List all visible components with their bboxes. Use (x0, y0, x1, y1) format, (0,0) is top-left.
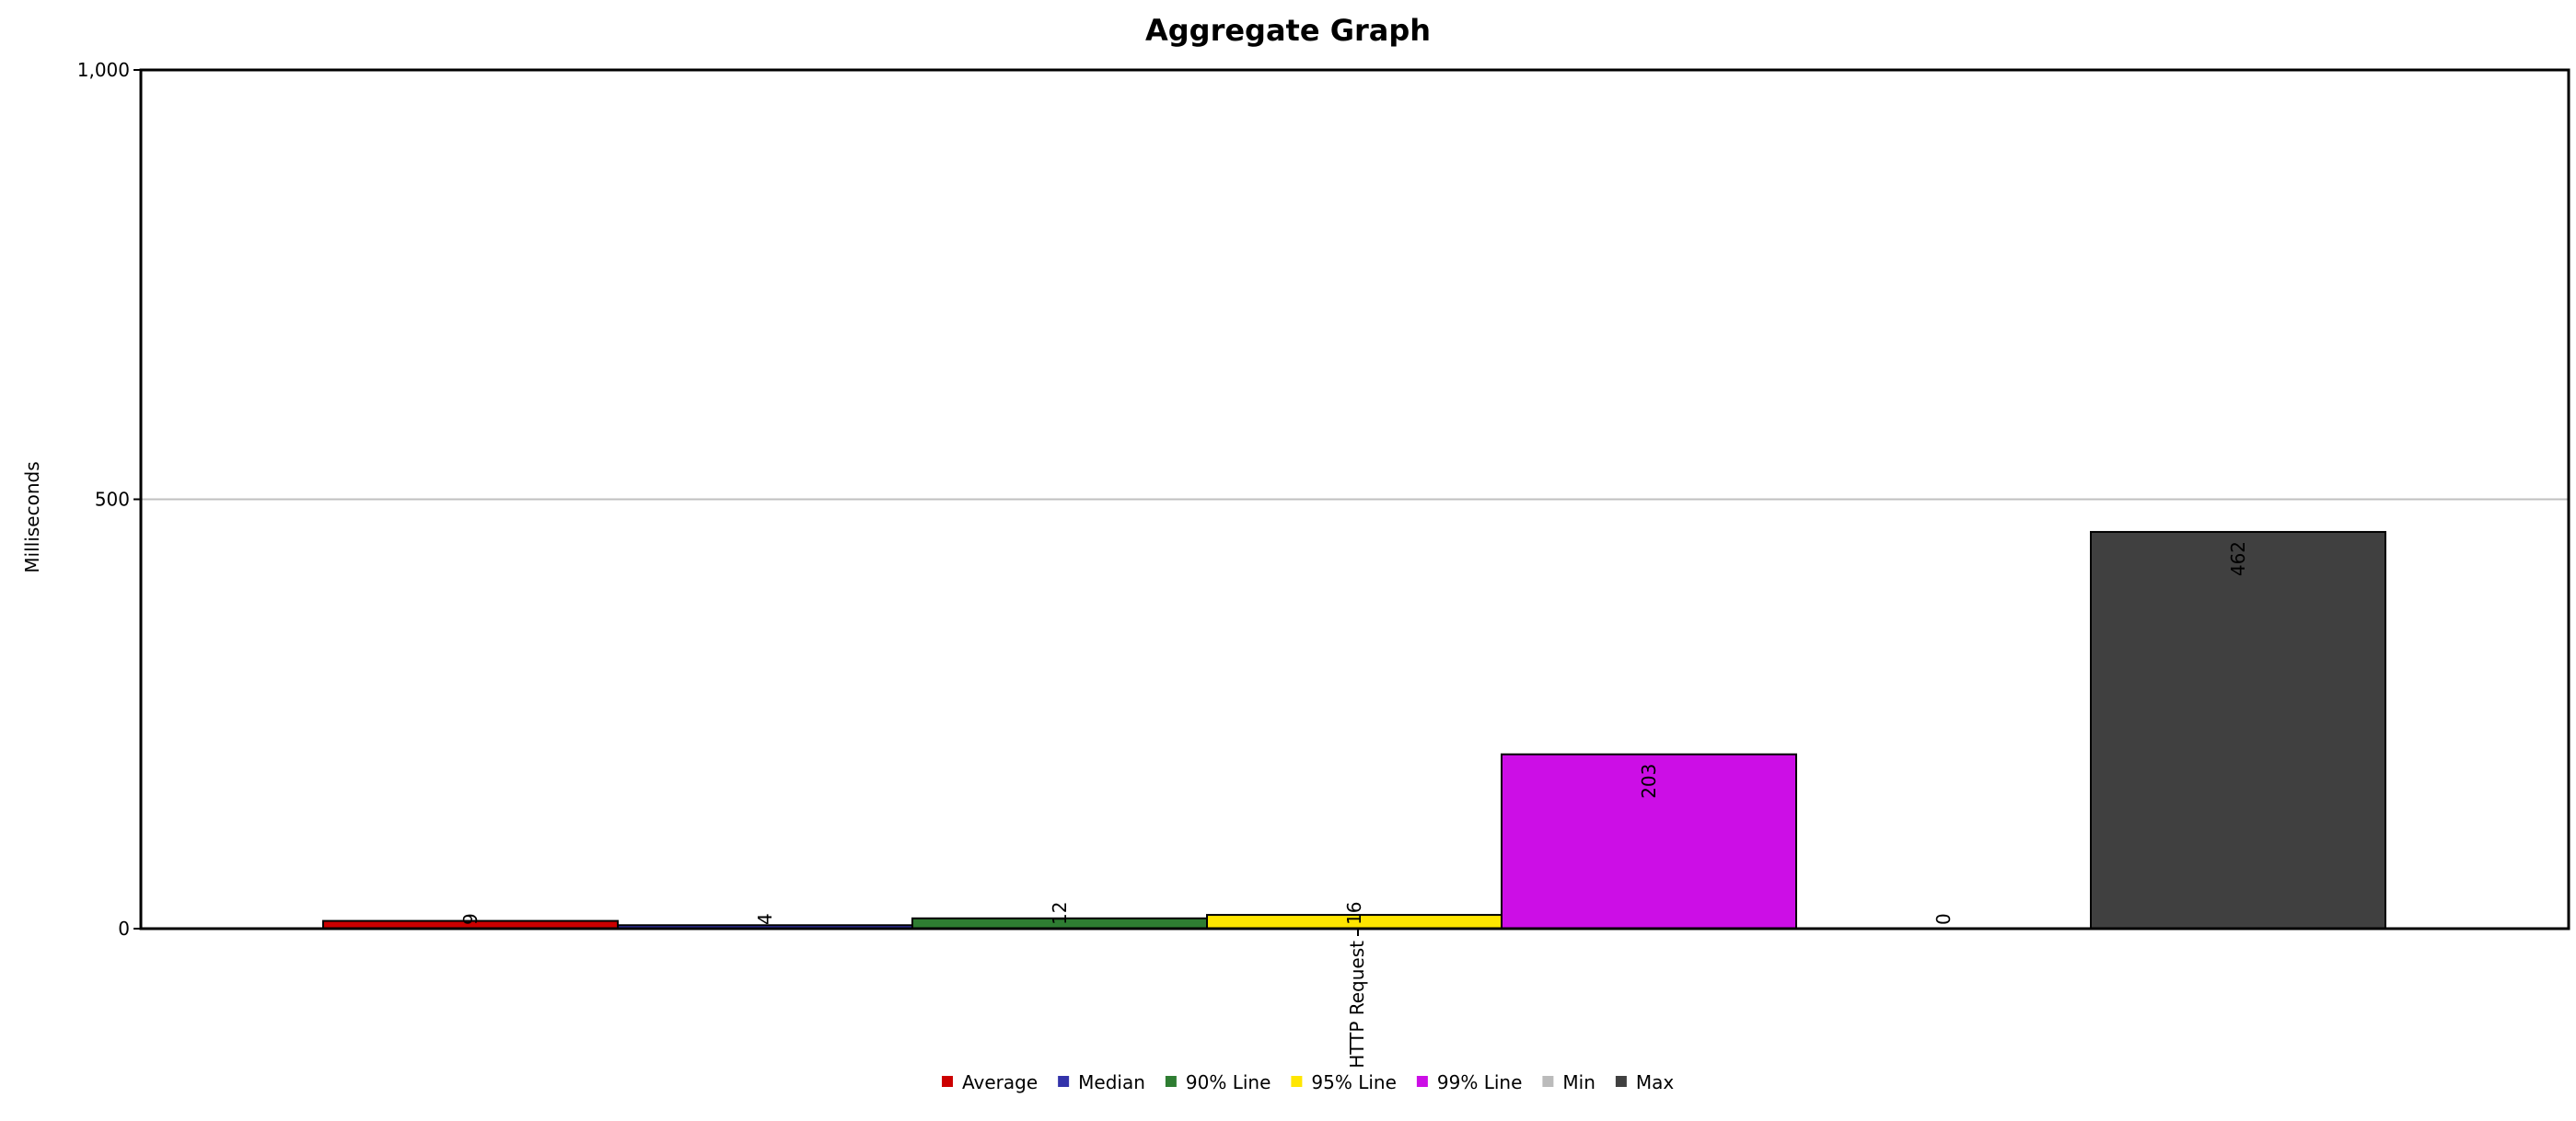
bar-value-label-median: 4 (754, 913, 776, 925)
legend-swatch (1615, 1076, 1627, 1087)
y-axis-label: Milliseconds (21, 461, 43, 572)
y-tick-label: 1,000 (77, 59, 130, 81)
legend-swatch (942, 1076, 953, 1087)
legend: Average Median 90% Line 95% Line 99% Line Min… (942, 1071, 1674, 1093)
bar-value-label-average: 9 (459, 913, 482, 925)
bar-value-label-95-line: 16 (1343, 902, 1365, 925)
y-axis-ticks: 0 500 1,000 (77, 59, 141, 940)
legend-item-99-line: 99% Line (1416, 1071, 1523, 1093)
legend-item-max: Max (1615, 1071, 1675, 1093)
legend-label: Min (1562, 1071, 1595, 1093)
legend-swatch (1542, 1076, 1554, 1087)
legend-label: Average (962, 1071, 1038, 1093)
bar-value-label-min: 0 (1932, 913, 1955, 925)
legend-label: Max (1636, 1071, 1675, 1093)
bar-value-label-99-line: 203 (1638, 764, 1660, 799)
legend-label: Median (1078, 1071, 1145, 1093)
legend-swatch (1165, 1076, 1177, 1087)
legend-label: 90% Line (1186, 1071, 1271, 1093)
legend-item-95-line: 95% Line (1291, 1071, 1397, 1093)
bars (322, 530, 2386, 930)
legend-label: 95% Line (1311, 1071, 1397, 1093)
y-tick-label: 0 (118, 918, 130, 940)
bar-max (2090, 530, 2386, 930)
bar-99-line (1501, 753, 1797, 930)
legend-swatch (1058, 1076, 1070, 1087)
y-tick-label: 500 (95, 489, 130, 511)
bar-labels: 9 4 12 16 203 0 462 (459, 541, 2249, 925)
legend-item-median: Median (1058, 1071, 1145, 1093)
bar-value-label-max: 462 (2227, 541, 2249, 576)
legend-label: 99% Line (1437, 1071, 1523, 1093)
legend-swatch (1291, 1076, 1303, 1087)
chart-title: Aggregate Graph (1145, 13, 1431, 48)
bar-value-label-90-line: 12 (1049, 902, 1071, 925)
legend-item-90-line: 90% Line (1165, 1071, 1271, 1093)
legend-item-min: Min (1542, 1071, 1595, 1093)
x-category-label: HTTP Request (1346, 941, 1368, 1069)
legend-item-average: Average (942, 1071, 1038, 1093)
legend-swatch (1416, 1076, 1428, 1087)
